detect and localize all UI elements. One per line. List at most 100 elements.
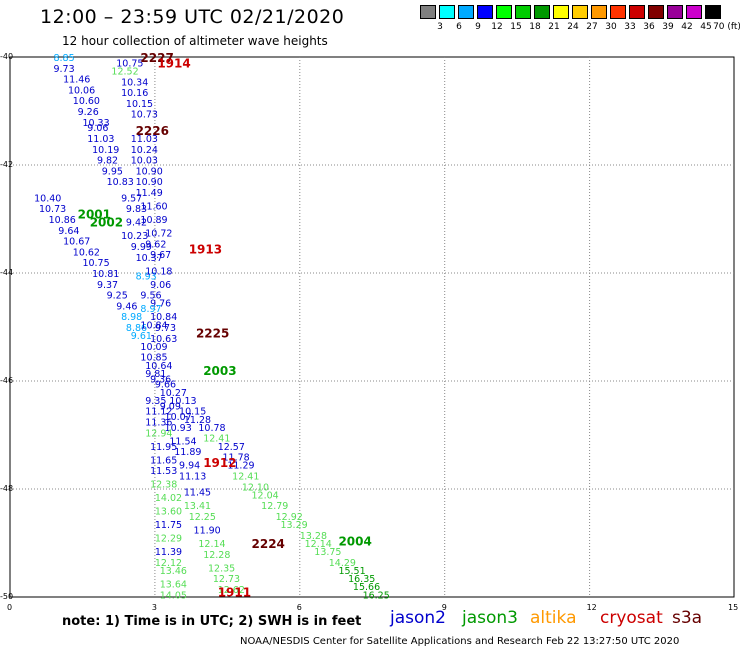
wave-height-value: 10.90 <box>136 166 163 177</box>
note-text: note: 1) Time is in UTC; 2) SWH is in fe… <box>62 614 362 629</box>
lat-tick-label: -44 <box>0 268 14 277</box>
lat-tick-label: -50 <box>0 592 14 601</box>
wave-height-value: 10.15 <box>179 407 206 418</box>
legend-label: 15 <box>510 22 522 32</box>
wave-height-value: 12.41 <box>203 434 230 445</box>
legend-swatch <box>420 5 436 19</box>
wave-height-value: 10.60 <box>73 96 100 107</box>
wave-height-value: 12.14 <box>198 539 225 550</box>
wave-height-value: 11.65 <box>150 455 177 466</box>
wave-height-value: 9.66 <box>155 380 176 391</box>
wave-height-value: 10.37 <box>136 253 163 264</box>
wave-height-value: 11.45 <box>184 488 211 499</box>
pass-time-label: 1912 <box>203 456 236 470</box>
wave-height-value: 13.64 <box>160 580 187 591</box>
wave-height-value: 10.19 <box>92 145 119 156</box>
legend-swatch <box>572 5 588 19</box>
wave-height-value: 12.29 <box>155 534 182 545</box>
wave-height-value: 10.72 <box>145 229 172 240</box>
pass-time-label: 2224 <box>252 537 285 551</box>
lon-tick-label: 15 <box>728 603 739 612</box>
wave-height-value: 12.38 <box>150 480 177 491</box>
page-subtitle: 12 hour collection of altimeter wave hei… <box>62 34 328 48</box>
wave-height-value: 10.06 <box>68 85 95 96</box>
wave-height-value: 10.24 <box>131 145 158 156</box>
wave-height-value: 10.75 <box>82 258 109 269</box>
satellite-jason3: jason3 <box>462 608 518 628</box>
wave-height-value: 10.85 <box>140 353 167 364</box>
wave-height-value: 13.75 <box>314 547 341 558</box>
wave-height-value: 9.95 <box>102 166 123 177</box>
wave-height-value: 9.67 <box>150 250 171 261</box>
wave-height-value: 9.73 <box>155 323 176 334</box>
wave-height-value: 10.27 <box>160 388 187 399</box>
wave-height-value: 9.61 <box>131 331 152 342</box>
wave-height-value: 15.66 <box>353 582 380 593</box>
wave-height-value: 11.39 <box>155 547 182 558</box>
wave-height-value: 12.25 <box>189 512 216 523</box>
wave-height-value: 9.76 <box>150 299 171 310</box>
wave-height-value: 10.18 <box>145 266 172 277</box>
wave-height-value: 9.94 <box>179 461 200 472</box>
lon-tick-label: 12 <box>586 603 597 612</box>
wave-height-value: 9.56 <box>140 291 161 302</box>
legend-label: 27 <box>586 22 598 32</box>
wave-height-value: 11.46 <box>63 75 90 86</box>
wave-height-value: 10.67 <box>63 237 90 248</box>
wave-height-value: 10.09 <box>140 342 167 353</box>
wave-height-value: 11.54 <box>169 436 196 447</box>
wave-height-value: 10.84 <box>150 312 177 323</box>
wave-height-value: 12.35 <box>208 563 235 574</box>
wave-height-value: 9.81 <box>145 369 166 380</box>
legend-label: 30 <box>605 22 617 32</box>
wave-height-value: 12.92 <box>276 512 303 523</box>
wave-height-value: 9.42 <box>126 218 147 229</box>
wave-height-value: 16.35 <box>348 574 375 585</box>
wave-height-value: 8.93 <box>136 272 157 283</box>
wave-height-value: 10.84 <box>140 320 167 331</box>
wave-height-value: 13.41 <box>184 501 211 512</box>
wave-height-value: 8.97 <box>140 304 161 315</box>
wave-height-value: 9.99 <box>131 242 152 253</box>
legend-swatch <box>667 5 683 19</box>
wave-height-value: 12.10 <box>242 482 269 493</box>
wave-height-value: 9.09 <box>160 401 181 412</box>
wave-height-value: 11.13 <box>179 472 206 483</box>
wave-height-value: 10.78 <box>198 423 225 434</box>
wave-height-value: 12.73 <box>213 574 240 585</box>
wave-height-value: 10.73 <box>131 110 158 121</box>
footer-credit: NOAA/NESDIS Center for Satellite Applica… <box>240 636 680 647</box>
lat-tick-label: -46 <box>0 376 14 385</box>
pass-time-label: 2226 <box>136 124 169 138</box>
legend-label: 18 <box>529 22 541 32</box>
wave-height-value: 10.90 <box>136 177 163 188</box>
wave-height-value: 11.03 <box>131 134 158 145</box>
legend-swatch <box>458 5 474 19</box>
wave-height-value: 10.89 <box>140 215 167 226</box>
legend-swatch <box>553 5 569 19</box>
legend-swatch <box>591 5 607 19</box>
legend-label: 70 (ft) <box>713 22 740 32</box>
legend-swatch <box>686 5 702 19</box>
wave-height-value: 12.94 <box>145 428 172 439</box>
wave-height-value: 11.60 <box>140 202 167 213</box>
wave-height-value: 10.64 <box>145 361 172 372</box>
wave-height-value: 13.29 <box>280 520 307 531</box>
wave-height-value: 12.52 <box>111 67 138 78</box>
wave-height-value: 9.36 <box>150 374 171 385</box>
wave-height-value: 11.53 <box>150 466 177 477</box>
wave-height-value: 11.36 <box>145 418 172 429</box>
legend-swatch <box>610 5 626 19</box>
satellite-jason2: jason2 <box>390 608 446 628</box>
legend-label: 21 <box>548 22 560 32</box>
wave-height-value: 10.75 <box>116 58 143 69</box>
page-title: 12:00 – 23:59 UTC 02/21/2020 <box>40 6 345 28</box>
lon-tick-label: 6 <box>296 603 302 612</box>
wave-height-value: 12.14 <box>305 539 332 550</box>
grid-lines <box>10 57 734 597</box>
legend-label: 24 <box>567 22 579 32</box>
pass-time-label: 2002 <box>90 216 123 230</box>
pass-time-label: 2004 <box>338 534 371 548</box>
